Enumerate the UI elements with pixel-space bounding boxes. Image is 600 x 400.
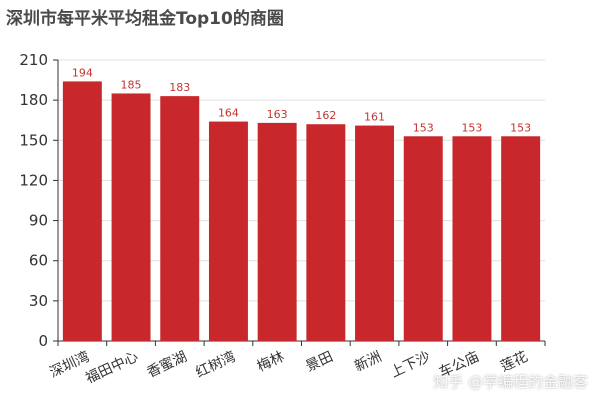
bar [111, 93, 151, 341]
data-label: 161 [364, 111, 385, 124]
chart-title: 深圳市每平米平均租金Top10的商圈 [6, 9, 284, 29]
data-label: 153 [510, 121, 531, 134]
bar [355, 125, 395, 341]
category-label: 新洲 [352, 349, 384, 375]
bar [257, 122, 297, 341]
bar [160, 96, 200, 341]
bar [501, 136, 541, 341]
data-label: 153 [461, 121, 482, 134]
y-tick-label: 180 [19, 91, 48, 109]
y-tick-label: 30 [29, 292, 48, 310]
data-label: 183 [169, 81, 190, 94]
data-label: 164 [218, 107, 239, 120]
y-tick-label: 210 [19, 51, 48, 69]
data-label: 194 [72, 66, 93, 79]
bar [306, 124, 346, 341]
y-tick-label: 120 [19, 171, 48, 189]
category-label: 梅林 [255, 349, 287, 375]
data-label: 153 [413, 121, 434, 134]
category-label: 福田中心 [83, 349, 141, 387]
category-label: 红树湾 [193, 348, 238, 381]
y-tick-label: 60 [29, 252, 48, 270]
bar [62, 81, 102, 342]
bars [62, 81, 541, 342]
category-label: 景田 [303, 349, 335, 375]
y-tick-label: 0 [38, 332, 48, 350]
bar [452, 136, 492, 341]
bar [208, 121, 248, 341]
y-tick-label: 150 [19, 131, 48, 149]
category-label: 上下沙 [388, 349, 433, 381]
data-label: 162 [315, 109, 336, 122]
bar [403, 136, 443, 341]
data-label: 185 [121, 78, 142, 91]
data-label: 163 [267, 108, 288, 121]
watermark: 知乎 @学编程的金融客 [433, 373, 588, 391]
category-label: 香蜜湖 [145, 349, 190, 381]
y-tick-label: 90 [29, 212, 48, 230]
